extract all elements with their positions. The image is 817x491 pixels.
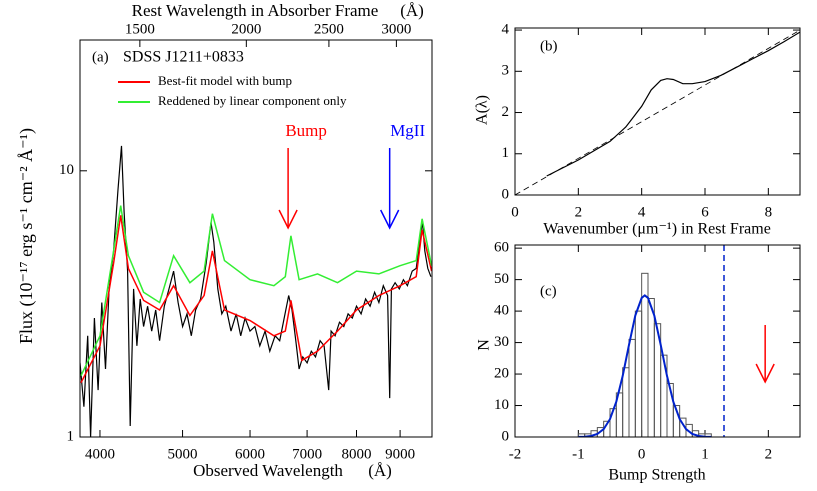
histogram-bar <box>628 338 636 438</box>
x-tick-label: 0 <box>638 446 646 462</box>
y-tick-label: 0 <box>502 186 510 202</box>
y-tick-label: 50 <box>494 271 509 287</box>
histogram-bar <box>647 298 655 438</box>
x-tick-label: 4 <box>638 204 646 220</box>
x-tick-label: 6 <box>701 204 709 220</box>
x-tick-label: 8000 <box>342 446 372 462</box>
y-tick-label: 40 <box>494 303 509 319</box>
observed-arrowhead <box>755 363 775 384</box>
legend-label: Reddened by linear component only <box>158 93 347 108</box>
annotation-label: Bump <box>285 121 327 140</box>
x-tick-label: 9000 <box>385 446 415 462</box>
y-tick-label: 10 <box>59 162 74 178</box>
y-tick-label: 1 <box>502 145 510 161</box>
series-line <box>546 31 800 177</box>
x-tick-label: 8 <box>765 204 773 220</box>
plot-frame <box>514 27 801 196</box>
y-axis-label: N <box>476 339 493 351</box>
x-tick-label: -2 <box>509 446 522 462</box>
panel-label: (b) <box>540 38 558 54</box>
y-tick-label: 3 <box>502 63 510 79</box>
annotation-arrowhead <box>380 209 400 230</box>
x-axis-label: Bump Strength <box>608 467 705 484</box>
series-line <box>80 215 432 384</box>
series-line <box>80 145 432 437</box>
y-tick-label: 30 <box>494 334 509 350</box>
annotation-arrowhead <box>278 209 298 230</box>
series-line <box>515 29 800 195</box>
x2-tick-label: 2500 <box>314 21 344 37</box>
y-tick-label: 1 <box>67 428 75 444</box>
annotation-label: MgII <box>390 121 425 140</box>
x-tick-label: 6000 <box>235 446 265 462</box>
x-tick-label: 4000 <box>85 446 115 462</box>
y-axis-label: A(λ) <box>474 95 491 125</box>
y-tick-label: 4 <box>502 21 510 37</box>
x-tick-label: 0 <box>511 204 519 220</box>
x2-tick-label: 3000 <box>381 21 411 37</box>
histogram-bar <box>622 367 630 438</box>
histogram-bar <box>634 310 643 438</box>
gaussian-fit <box>578 294 712 437</box>
top-axis-unit: (Å) <box>400 1 424 20</box>
x-tick-label: 2 <box>575 204 583 220</box>
top-axis-label: Rest Wavelength in Absorber Frame <box>132 1 379 20</box>
x-tick-label: 1 <box>701 446 709 462</box>
x2-tick-label: 1500 <box>125 21 155 37</box>
y-tick-label: 0 <box>502 428 510 444</box>
x-axis-unit: (Å) <box>368 461 392 480</box>
plot-frame <box>79 39 433 438</box>
x2-tick-label: 2000 <box>231 21 261 37</box>
legend-label: Best-fit model with bump <box>158 73 292 88</box>
panel-label: (c) <box>540 283 557 299</box>
series-line <box>80 205 432 377</box>
x-tick-label: 5000 <box>168 446 198 462</box>
y-tick-label: 20 <box>494 365 509 381</box>
x-tick-label: 2 <box>765 446 773 462</box>
y-tick-label: 10 <box>494 397 509 413</box>
x-axis-label: Observed Wavelength <box>193 461 343 480</box>
y-tick-label: 60 <box>494 240 509 256</box>
x-tick-label: -1 <box>572 446 585 462</box>
plot-frame <box>514 244 801 438</box>
panel-title: SDSS J1211+0833 <box>123 49 244 66</box>
y-axis-label: Flux (10⁻¹⁷ erg s⁻¹ cm⁻² Å⁻¹) <box>16 128 37 344</box>
x-tick-label: 7000 <box>292 446 322 462</box>
x-axis-label: Wavenumber (μm⁻¹) in Rest Frame <box>543 221 771 238</box>
panel-label: (a) <box>92 49 109 65</box>
y-tick-label: 2 <box>502 104 510 120</box>
